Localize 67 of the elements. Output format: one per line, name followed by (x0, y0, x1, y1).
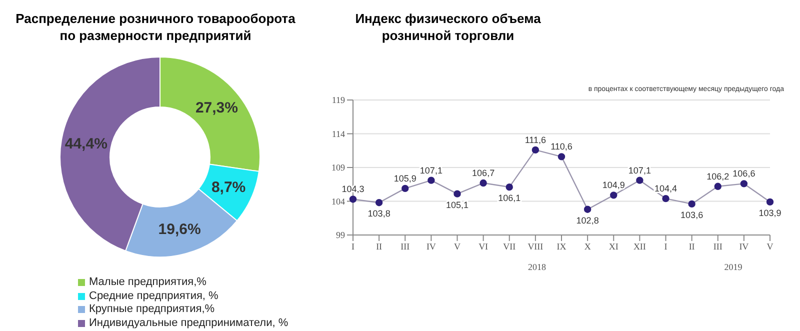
point (532, 146, 540, 154)
x-tick-label: VIII (528, 241, 544, 252)
data-label: 110,6 (550, 142, 572, 152)
x-tick-label: V (766, 241, 774, 252)
y-tick-label: 114 (332, 128, 346, 139)
chart-title: Индекс физического объема розничной торговли (354, 10, 542, 44)
y-tick-label: 119 (332, 95, 346, 106)
x-tick-label: XII (633, 241, 646, 252)
point (349, 196, 357, 203)
data-label: 27,3% (195, 99, 238, 116)
point (714, 182, 722, 190)
x-tick-label: II (688, 241, 695, 252)
x-tick-label: V (454, 241, 461, 252)
point (454, 190, 461, 198)
data-label: 103,8 (368, 208, 390, 219)
point (636, 176, 644, 184)
data-label: 105,9 (394, 173, 416, 184)
point (506, 183, 513, 191)
point (480, 179, 487, 187)
y-tick-label: 99 (336, 230, 346, 240)
data-label: 44,4% (64, 135, 108, 152)
point (375, 199, 383, 206)
legend-label: Крупные предприятия,% (88, 303, 216, 316)
chart-title: Распределение розничного товарооборота по размерности предприятий (14, 10, 296, 44)
point (610, 192, 618, 199)
y-tick-label: 109 (332, 162, 346, 173)
data-label: 106,7 (472, 168, 495, 178)
point (584, 206, 592, 213)
x-tick-label: VI (478, 241, 488, 252)
data-label: 105,1 (446, 200, 469, 210)
x-tick-label: IV (739, 241, 750, 252)
x-tick-label: XI (608, 241, 618, 252)
data-label: 103,9 (758, 208, 782, 218)
x-tick-label: IV (426, 241, 436, 252)
x-tick-label: I (664, 241, 668, 252)
legend-label: Малые предприятия,% (88, 276, 208, 290)
text: 2018 (526, 262, 547, 272)
data-label: 104,4 (654, 184, 678, 194)
point (428, 176, 435, 184)
data-label: 104,9 (602, 180, 625, 190)
x-tick-label: I (352, 241, 354, 252)
data-label: 103,6 (680, 210, 704, 220)
data-label: 19,6% (158, 220, 201, 238)
x-tick-label: II (376, 241, 382, 252)
data-label: 106,6 (732, 168, 756, 179)
data-label: 111,6 (524, 134, 546, 145)
point (740, 180, 748, 188)
legend-label: Индивидуальные предприниматели, % (88, 316, 288, 330)
data-label: 106,1 (498, 193, 521, 204)
data-label: 107,1 (628, 165, 651, 176)
point (766, 198, 774, 206)
x-tick-label: III (400, 241, 410, 252)
x-tick-label: X (584, 241, 592, 252)
point (402, 184, 409, 192)
point (558, 153, 566, 160)
x-tick-label: VII (503, 241, 516, 252)
point (688, 200, 696, 208)
text: 2019 (723, 262, 744, 272)
point (662, 194, 670, 202)
data-label: 107,1 (420, 165, 442, 176)
data-label: 102,8 (576, 215, 599, 226)
x-tick-label: III (713, 241, 722, 252)
y-tick-label: 104 (332, 196, 346, 206)
legend-label: Средние предприятия, % (88, 290, 220, 303)
data-label: 106,2 (706, 171, 730, 182)
x-tick-label: IX (556, 241, 567, 252)
data-label: 8,7% (211, 178, 246, 196)
